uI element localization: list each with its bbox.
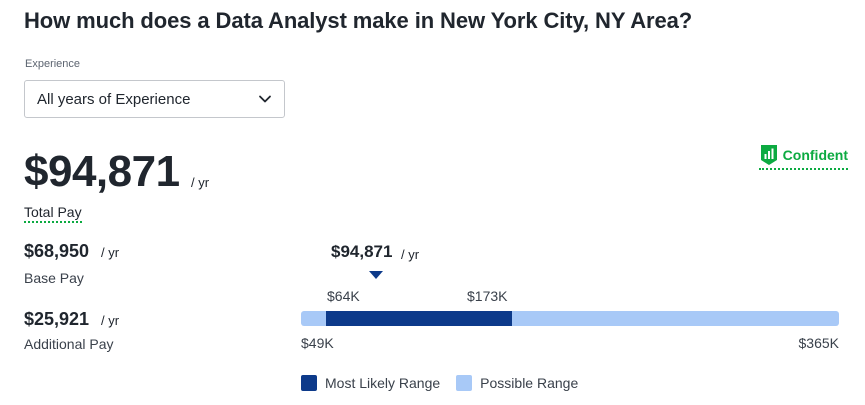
base-pay-amount: $68,950 [24,241,90,261]
likely-range-low-label: $64K [327,288,360,304]
experience-label: Experience [25,58,81,70]
legend-item-possible: Possible Range [456,375,578,391]
total-pay-amount: $94,871 [24,147,180,196]
page-title: How much does a Data Analyst make in New… [24,8,693,33]
experience-dropdown[interactable]: All years of Experience [24,80,285,118]
total-pay-unit: / yr [191,175,210,190]
legend-possible-label: Possible Range [480,375,579,391]
experience-selected-value: All years of Experience [37,90,191,108]
chevron-down-icon [259,95,271,103]
possible-swatch [456,375,473,391]
additional-pay-unit: / yr [101,313,120,328]
confidence-bars-icon [760,145,777,165]
confidence-badge[interactable]: Confident [758,144,848,170]
total-pay-label[interactable]: Total Pay [24,204,82,223]
median-pay-unit: / yr [401,247,420,262]
base-pay-unit: / yr [101,245,120,260]
median-marker [369,271,383,279]
most-likely-range-bar [326,311,512,326]
confidence-label: Confident [782,147,848,163]
base-pay-label: Base Pay [24,270,84,286]
additional-pay-label: Additional Pay [24,336,114,352]
range-legend: Most Likely Range Possible Range [301,375,578,391]
most-likely-swatch [301,375,317,391]
legend-most-likely-label: Most Likely Range [325,375,441,391]
legend-item-most-likely: Most Likely Range [301,375,440,391]
possible-range-high-label: $365K [798,335,839,351]
additional-pay-amount: $25,921 [24,309,90,329]
possible-range-low-label: $49K [301,335,334,351]
likely-range-high-label: $173K [467,288,508,304]
median-pay-amount: $94,871 [331,242,393,261]
